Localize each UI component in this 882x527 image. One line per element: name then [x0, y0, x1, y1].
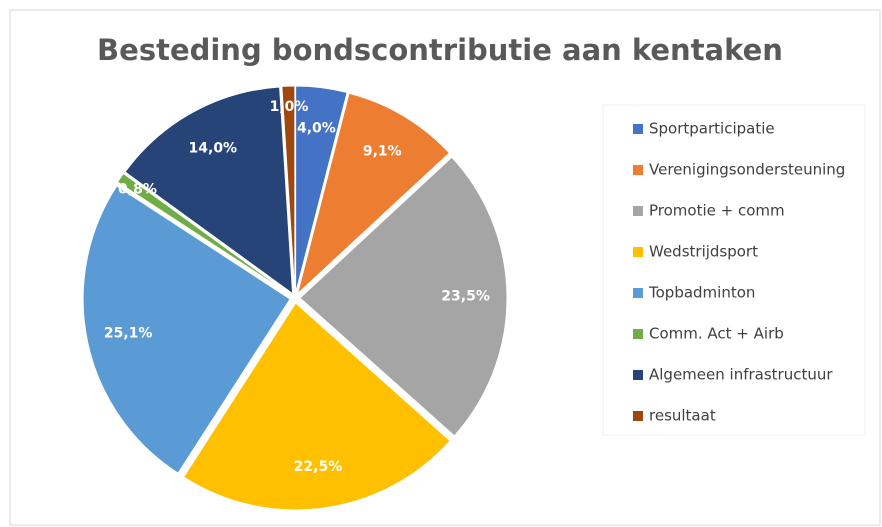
data-label: 1,0%	[270, 99, 309, 115]
pie-slice	[281, 85, 296, 294]
legend-label: Promotie + comm	[649, 202, 785, 220]
legend-label: Verenigingsondersteuning	[649, 161, 845, 179]
pie-slice	[116, 172, 292, 296]
legend-swatch	[633, 329, 643, 339]
chart-title: Besteding bondscontributie aan kentaken	[97, 33, 783, 67]
legend-label: Topbadminton	[648, 284, 755, 302]
legend-swatch	[633, 247, 643, 257]
legend-swatch	[633, 411, 643, 421]
pie-slice	[299, 156, 508, 437]
legend-label: resultaat	[649, 407, 716, 425]
legend-label: Wedstrijdsport	[649, 243, 758, 261]
pie-slice	[295, 85, 348, 294]
legend-swatch	[633, 370, 643, 380]
legend-label: Comm. Act + Airb	[649, 325, 784, 343]
pie-slice	[296, 92, 451, 296]
data-label: 25,1%	[104, 326, 153, 342]
legend-swatch	[633, 288, 643, 298]
data-label: 23,5%	[441, 288, 490, 304]
legend-swatch	[633, 165, 643, 175]
data-label: 14,0%	[189, 141, 238, 157]
pie-slice	[124, 86, 294, 295]
legend-swatch	[633, 124, 643, 134]
legend-label: Sportparticipatie	[649, 120, 775, 138]
data-label: 4,0%	[297, 121, 336, 137]
data-label: 0,8%	[118, 181, 157, 197]
legend-swatch	[633, 206, 643, 216]
data-label: 9,1%	[363, 143, 402, 159]
pie-slice	[82, 185, 291, 474]
pie-slice	[182, 302, 451, 511]
legend-box	[602, 104, 866, 436]
legend-label: Algemeen infrastructuur	[649, 366, 833, 384]
data-label: 22,5%	[294, 459, 343, 475]
